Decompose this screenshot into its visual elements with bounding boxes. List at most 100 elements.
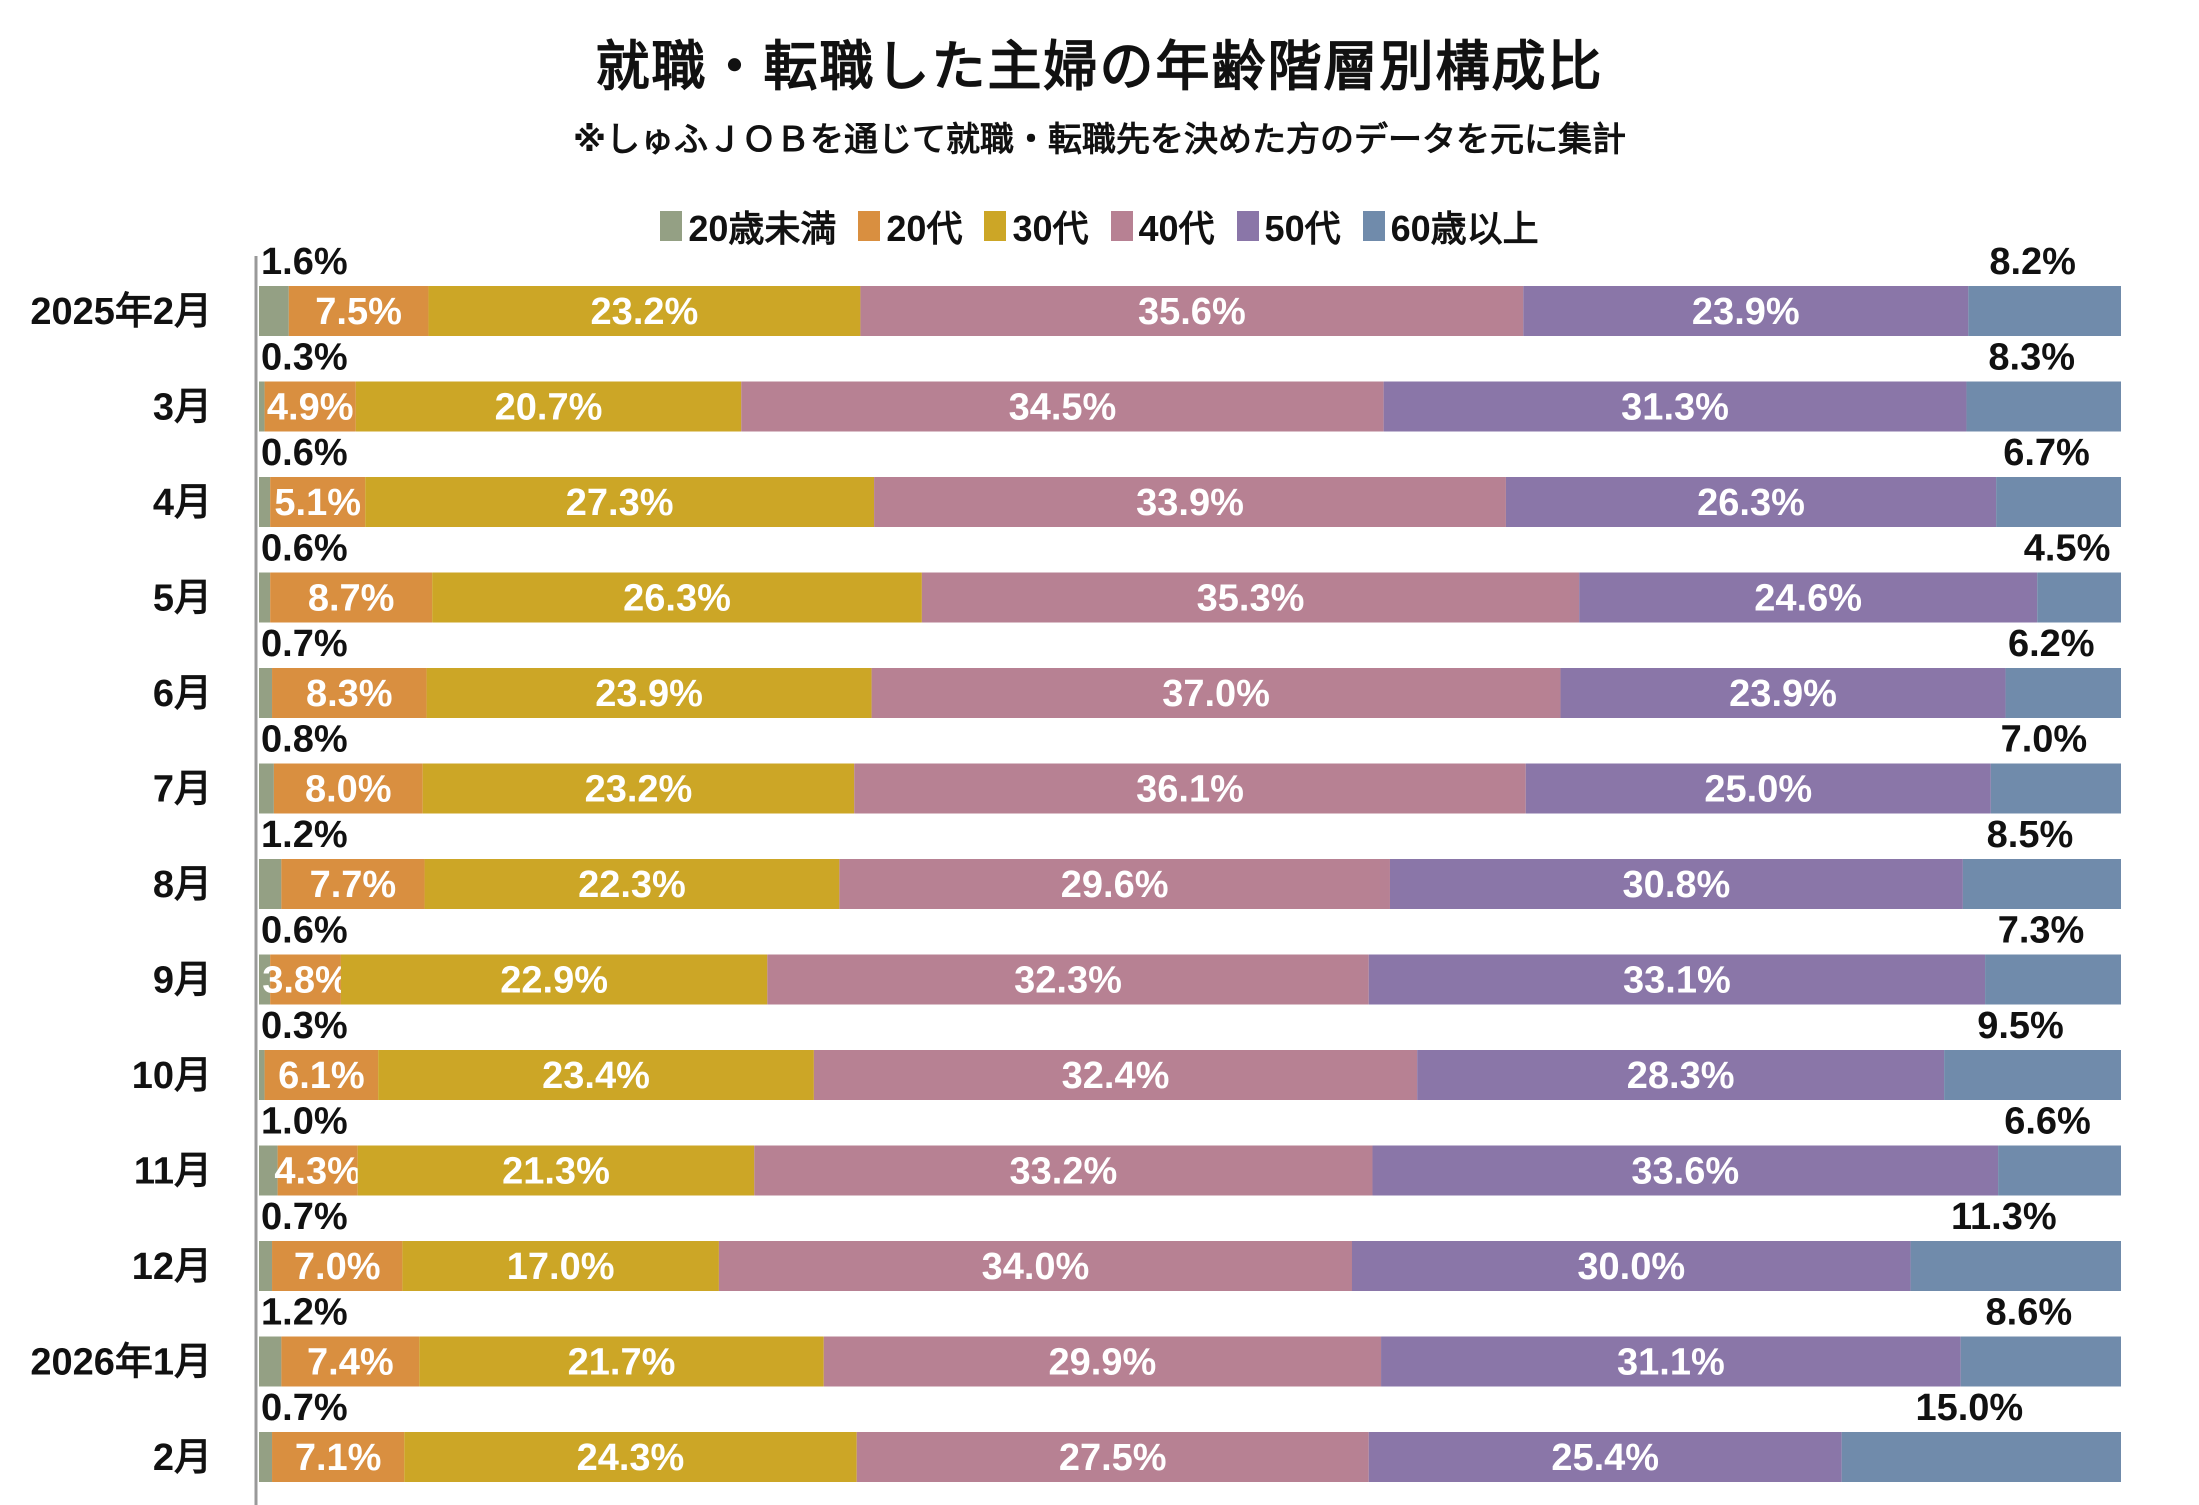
bar-segment (1962, 859, 2121, 909)
data-label: 9.5% (1977, 1005, 2064, 1047)
bar-segment (854, 763, 1526, 814)
bar-segment (871, 668, 1561, 718)
legend-swatch (660, 211, 683, 241)
data-label: 34.0% (982, 1246, 1090, 1288)
bar-segment (2037, 572, 2121, 623)
data-label: 0.7% (261, 1387, 348, 1429)
category-label: 5月 (153, 578, 212, 620)
data-label: 6.2% (2008, 623, 2095, 665)
category-label: 7月 (153, 769, 212, 811)
bar-segment (1966, 381, 2121, 432)
bar-segment (1372, 1145, 1999, 1196)
bar-segment (259, 954, 271, 1005)
data-label: 7.1% (295, 1437, 382, 1479)
bar-segment (259, 572, 271, 623)
category-label: 8月 (153, 864, 212, 906)
data-label: 4.3% (274, 1151, 361, 1193)
legend-item: 20代 (858, 200, 962, 252)
chart-title: 就職・転職した主婦の年齢階層別構成比 (595, 37, 1604, 97)
bar-segment (272, 1241, 403, 1291)
bar-segment (270, 954, 341, 1005)
category-label: 4月 (153, 482, 212, 524)
data-label: 23.2% (591, 291, 699, 333)
bar-segment (259, 1145, 278, 1196)
data-label: 7.0% (2001, 719, 2088, 761)
data-label: 4.5% (2024, 528, 2111, 570)
bar-segment (259, 1432, 273, 1482)
category-label: 9月 (153, 960, 212, 1002)
bar-segment (1841, 1432, 2121, 1482)
bar-segment (1525, 763, 1991, 814)
bar-segment (741, 381, 1384, 432)
legend-label: 20歳未満 (688, 208, 837, 249)
bar-segment (1523, 286, 1969, 336)
data-label: 0.8% (261, 719, 348, 761)
data-label: 30.8% (1623, 864, 1731, 906)
data-label: 29.9% (1049, 1342, 1157, 1384)
data-label: 26.3% (623, 578, 731, 620)
category-label: 11月 (134, 1151, 212, 1193)
data-label: 5.1% (274, 482, 361, 524)
legend-label: 20代 (886, 208, 963, 249)
data-label: 24.6% (1754, 578, 1862, 620)
bar-segment (273, 763, 423, 814)
bar-segment (259, 1050, 265, 1100)
bar-segment (259, 763, 274, 814)
data-label: 32.4% (1062, 1055, 1170, 1097)
bar-segment (288, 286, 429, 336)
bar-segment (718, 1241, 1352, 1291)
data-label: 36.1% (1136, 769, 1244, 811)
legend-label: 30代 (1012, 208, 1089, 249)
bar-segment (281, 1336, 420, 1387)
legend-label: 50代 (1264, 208, 1341, 249)
legend-swatch (1110, 211, 1133, 241)
bar-segment (424, 859, 840, 909)
data-label: 17.0% (507, 1246, 615, 1288)
bar-segment (1368, 1432, 1842, 1482)
bar-segment (1417, 1050, 1945, 1100)
legend-swatch (858, 211, 881, 241)
chart-subtitle: ※しゅふＪＯＢを通じて就職・転職先を決めた方のデータを元に集計 (572, 121, 1627, 159)
legend-item: 50代 (1236, 200, 1341, 252)
bar-segment (1968, 286, 2121, 336)
bar-segment (259, 286, 289, 336)
category-label: 6月 (153, 673, 212, 715)
data-label: 6.7% (2003, 432, 2090, 474)
data-label: 0.6% (261, 910, 348, 952)
bar-segment (1998, 1145, 2121, 1196)
data-label: 8.2% (1989, 241, 2076, 283)
category-label: 10月 (132, 1055, 212, 1097)
data-label: 15.0% (1915, 1387, 2023, 1429)
data-label: 3.8% (262, 960, 349, 1002)
data-label: 32.3% (1014, 960, 1122, 1002)
legend: 20歳未満 20代 30代 40代 50代 60歳以上 (0, 200, 2199, 252)
bar-segment (378, 1050, 814, 1100)
bar-segment (823, 1336, 1382, 1387)
bar-segment (856, 1432, 1369, 1482)
data-label: 7.5% (315, 291, 402, 333)
bar-segment (270, 572, 433, 623)
data-label: 23.4% (542, 1055, 650, 1097)
data-label: 27.3% (566, 482, 674, 524)
data-label: 1.6% (261, 241, 348, 283)
data-label: 0.7% (261, 1196, 348, 1238)
bar-segment (340, 954, 768, 1005)
data-label: 1.2% (261, 814, 348, 856)
data-label: 31.3% (1621, 387, 1729, 429)
data-label: 0.6% (261, 528, 348, 570)
bar-segment (874, 477, 1506, 527)
bar-segment (264, 1050, 379, 1100)
bar-segment (2005, 668, 2121, 718)
data-label: 7.4% (307, 1342, 394, 1384)
legend-item: 40代 (1110, 200, 1215, 252)
bar-segment (860, 286, 1524, 336)
data-label: 29.6% (1061, 864, 1169, 906)
data-label: 25.4% (1551, 1437, 1659, 1479)
data-label: 4.9% (267, 387, 354, 429)
bar-segment (259, 668, 273, 718)
bar-segment (259, 1241, 273, 1291)
bar-segment (1996, 477, 2121, 527)
bar-segment (921, 572, 1580, 623)
data-label: 31.1% (1617, 1342, 1725, 1384)
